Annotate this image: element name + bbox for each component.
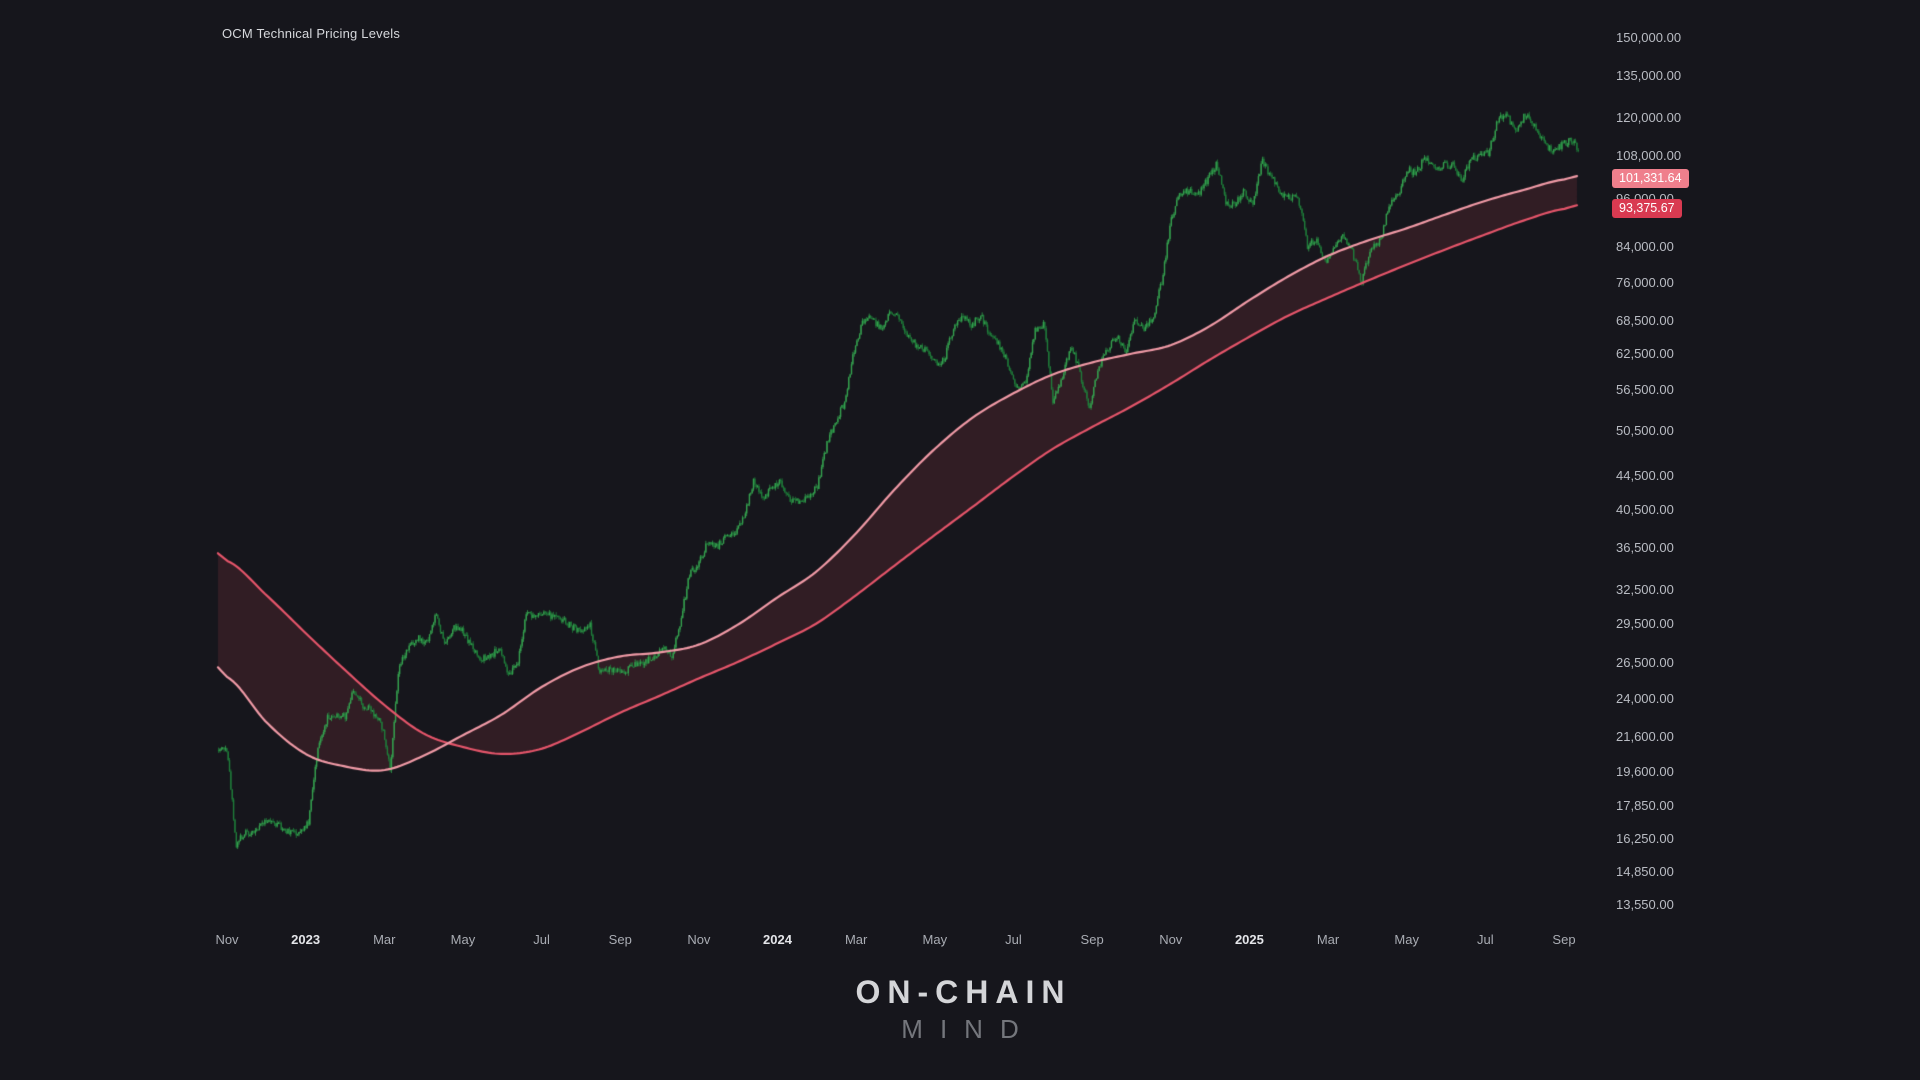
price-axis-label: 29,500.00 [1616,616,1674,632]
chart-title: OCM Technical Pricing Levels [222,26,401,41]
price-axis-label: 17,850.00 [1616,797,1674,813]
price-axis-label: 56,500.00 [1616,382,1674,398]
time-axis-label: Nov [1159,932,1183,947]
price-axis-label: 21,600.00 [1616,728,1674,744]
watermark-brand-line1: ON-CHAIN [855,974,1072,1010]
time-axis-label: Nov [687,932,711,947]
price-axis-label: 62,500.00 [1616,345,1674,361]
watermark: ON-CHAIN MIND [0,974,1920,1045]
price-axis-label: 120,000.00 [1616,110,1682,126]
time-axis-label: Jul [1005,932,1022,947]
price-axis-label: 36,500.00 [1616,539,1674,555]
time-axis[interactable]: Nov 2023 Mar May Jul Sep Nov 2024 Mar May Jul Sep No… [0,931,1920,953]
ma-fast-price-badge: 101,331.64 [1612,169,1689,189]
time-axis-label: May [1394,932,1419,947]
time-axis-label: Mar [1316,932,1340,947]
price-axis-label: 13,550.00 [1616,897,1674,912]
time-axis-label: Sep [1552,932,1576,947]
price-axis-label: 84,000.00 [1616,239,1674,255]
price-axis-label: 150,000.00 [1616,30,1682,45]
price-axis-label: 16,250.00 [1616,831,1674,847]
price-axis-label: 24,000.00 [1616,690,1674,706]
price-axis-label: 50,500.00 [1616,422,1674,438]
watermark-brand-line2: MIND [901,1014,1036,1044]
time-axis-label: 2025 [1234,932,1264,947]
price-axis-label: 76,000.00 [1616,275,1674,291]
time-axis-label: Sep [1080,932,1104,947]
price-axis-label: 68,500.00 [1616,312,1674,328]
time-axis-label: May [922,932,948,947]
time-axis-label: Sep [608,932,632,947]
price-axis-label: 26,500.00 [1616,655,1674,671]
time-axis-label: Mar [373,932,396,947]
time-axis-label: Mar [844,932,868,947]
time-axis-label: Nov [215,932,239,947]
price-axis-label: 40,500.00 [1616,502,1674,518]
price-axis-label: 135,000.00 [1616,67,1682,83]
time-axis-label: 2024 [763,932,792,947]
time-axis-label: Jul [1477,932,1494,947]
price-axis-label: 19,600.00 [1616,763,1674,779]
ma-slow-price-badge: 93,375.67 [1612,198,1682,218]
price-axis-label: 14,850.00 [1616,863,1674,879]
price-axis-label: 32,500.00 [1616,581,1674,597]
time-axis-label: May [450,932,476,947]
price-axis-label: 44,500.00 [1616,468,1674,484]
time-axis-label: 2023 [291,932,321,947]
time-axis-label: Jul [533,932,550,947]
price-axis-label: 108,000.00 [1616,148,1682,164]
